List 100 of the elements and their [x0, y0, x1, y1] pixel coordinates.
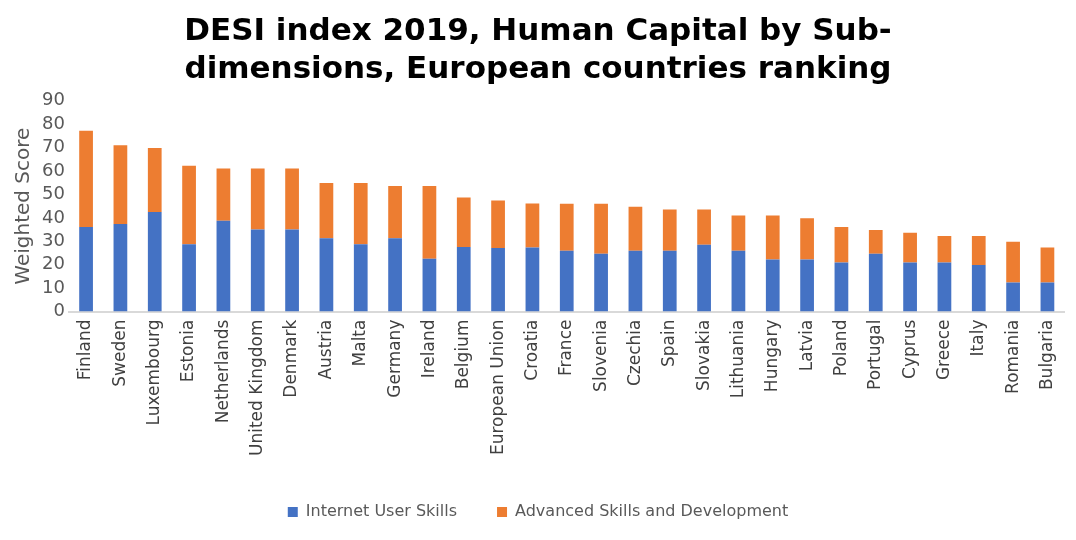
bar [594, 203, 608, 254]
bar [903, 232, 917, 263]
bar [662, 209, 677, 251]
bar [834, 262, 849, 312]
y-tick-label: 40 [42, 205, 65, 227]
x-tick-label: Ireland [417, 319, 438, 379]
legend-label: Advanced Skills and Development [515, 501, 789, 521]
x-tick-label: Cyprus [898, 319, 919, 379]
bar [422, 186, 437, 259]
bar [456, 197, 471, 247]
x-tick-label: Spain [658, 319, 679, 368]
bar [147, 148, 162, 213]
bar [765, 215, 780, 260]
bar [250, 229, 265, 312]
y-axis-title: Weighted Score [10, 127, 35, 285]
x-tick-label: Sweden [108, 319, 129, 387]
legend-label: Internet User Skills [305, 501, 458, 521]
bar [525, 203, 540, 248]
bar [697, 209, 711, 245]
x-tick-label: Croatia [520, 319, 541, 381]
bar [491, 200, 505, 249]
bar [353, 244, 368, 312]
bar [113, 145, 128, 224]
bar [628, 250, 643, 312]
y-tick-label: 10 [42, 275, 65, 297]
bar [971, 235, 986, 265]
x-tick-label: Slovakia [692, 319, 713, 391]
bar [1006, 241, 1020, 283]
bar [285, 168, 299, 230]
x-tick-label: Italy [967, 319, 988, 357]
bar [628, 206, 643, 251]
x-tick-label: Finland [74, 319, 95, 381]
x-tick-label: Austria [314, 319, 335, 380]
bar [1006, 282, 1020, 312]
x-tick-label: United Kingdom [246, 319, 267, 456]
bar [765, 259, 780, 312]
bar [182, 165, 196, 245]
y-tick-label: 20 [42, 252, 65, 274]
bar [594, 253, 608, 312]
bar [662, 250, 677, 312]
x-tick-label: Poland [829, 319, 850, 377]
bar [79, 130, 93, 228]
x-tick-label: Slovenia [589, 319, 610, 392]
bar [182, 244, 196, 312]
bar [834, 227, 849, 263]
y-tick-label: 30 [42, 228, 65, 250]
x-tick-label: Denmark [280, 319, 301, 398]
bar [388, 238, 402, 312]
x-tick-label: Estonia [177, 319, 198, 383]
y-tick-label: 0 [53, 299, 65, 321]
bar [559, 203, 574, 251]
x-tick-label: Romania [1001, 319, 1022, 394]
y-tick-label: 60 [42, 158, 65, 180]
bar [422, 258, 437, 312]
bar [79, 227, 93, 312]
bar [697, 244, 711, 312]
y-tick-label: 90 [42, 88, 65, 110]
bar [216, 220, 231, 312]
x-tick-label: Hungary [761, 319, 782, 393]
bar [731, 250, 746, 312]
x-tick-label: Belgium [452, 319, 473, 390]
bar [216, 168, 231, 221]
bar [1040, 282, 1055, 312]
bar [147, 212, 162, 312]
x-tick-label: France [555, 319, 576, 377]
bar [285, 229, 299, 312]
x-tick-label: Latvia [795, 319, 816, 372]
x-tick-label: Germany [383, 319, 404, 398]
bar [525, 247, 540, 312]
bar [319, 182, 334, 239]
bar [456, 246, 471, 312]
bar [559, 250, 574, 312]
y-tick-label: 50 [42, 182, 65, 204]
bar [491, 248, 505, 312]
bar [731, 215, 746, 251]
bar [319, 238, 334, 312]
x-tick-label: Greece [932, 319, 953, 381]
bar [937, 235, 952, 263]
bar [903, 262, 917, 312]
bar [1040, 247, 1055, 283]
bar [800, 218, 814, 260]
x-tick-label: Lithuania [726, 319, 747, 399]
bar [868, 253, 883, 312]
y-tick-label: 80 [42, 111, 65, 133]
bar [113, 223, 128, 312]
x-tick-label: Luxembourg [143, 319, 164, 426]
bar [937, 262, 952, 312]
x-tick-label: Bulgaria [1035, 319, 1056, 391]
x-tick-label: Portugal [864, 319, 885, 390]
x-tick-label: European Union [486, 319, 507, 456]
bar [868, 230, 883, 254]
x-tick-label: Czechia [623, 319, 644, 387]
x-tick-label: Malta [349, 319, 370, 367]
bar [971, 264, 986, 312]
bar [388, 186, 402, 239]
chart-title: DESI index 2019, Human Capital by Sub-dimensions, European countries ranking [183, 10, 893, 86]
y-tick-label: 70 [42, 135, 65, 157]
bar [800, 259, 814, 312]
x-tick-label: Netherlands [211, 319, 232, 424]
bar [353, 182, 368, 245]
